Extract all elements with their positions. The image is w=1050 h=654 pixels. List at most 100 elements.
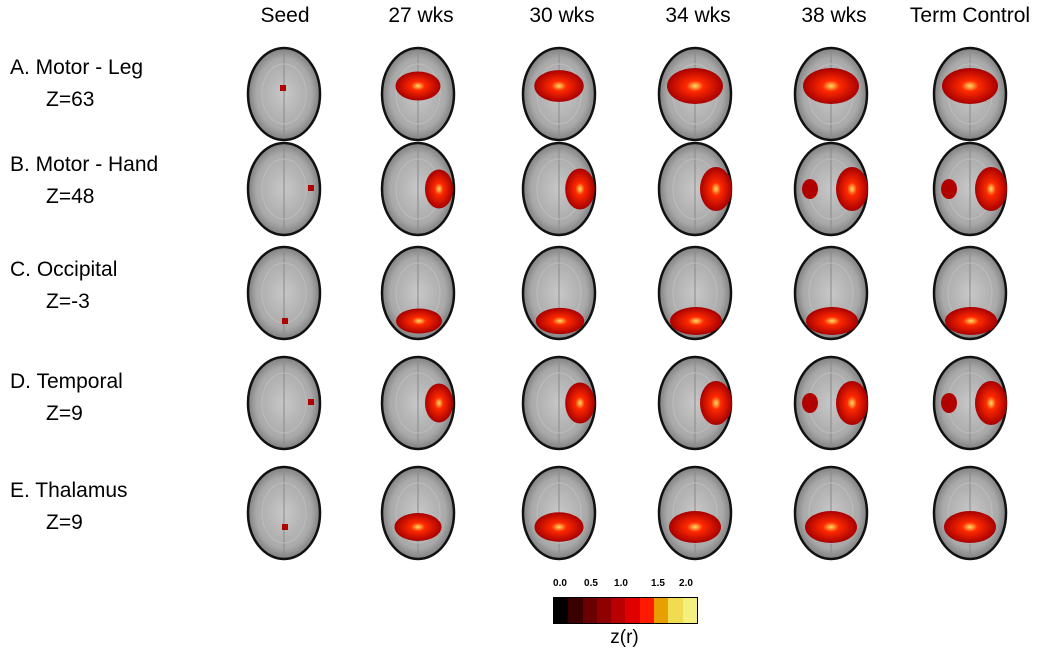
brain-panel	[925, 133, 1015, 243]
brain-panel	[650, 237, 740, 347]
activation-region	[395, 71, 441, 101]
row-label-occipital: C. Occipital Z=-3	[10, 254, 117, 318]
row-title: A. Motor - Leg	[10, 56, 144, 79]
brain-panel	[514, 133, 604, 243]
colorbar-tick: 1.0	[614, 578, 628, 589]
colorbar-swatch	[639, 598, 655, 623]
colorbar-swatch	[554, 598, 569, 623]
colorbar-swatch	[596, 598, 612, 623]
activation-region	[670, 307, 722, 335]
brain-panel	[239, 237, 329, 347]
column-header-term-control: Term Control	[909, 4, 1031, 27]
activation-region	[394, 513, 442, 541]
brain-panel	[925, 457, 1015, 567]
activation-region	[534, 70, 584, 102]
activation-region	[836, 167, 868, 211]
brain-panel	[373, 347, 463, 457]
colorbar-swatch	[611, 598, 626, 623]
seed-marker	[280, 85, 286, 91]
activation-region	[396, 308, 442, 334]
brain-panel	[925, 38, 1015, 148]
colorbar-label: z(r)	[610, 627, 639, 648]
column-header-34wks: 34 wks	[665, 4, 731, 27]
colorbar-tick: 0.5	[584, 578, 598, 589]
brain-panel	[786, 347, 876, 457]
row-label-temporal: D. Temporal Z=9	[10, 366, 123, 430]
brain-panel	[239, 133, 329, 243]
brain-panel	[786, 237, 876, 347]
row-title: E. Thalamus	[10, 479, 128, 502]
activation-region	[941, 179, 957, 199]
column-header-27wks: 27 wks	[388, 4, 454, 27]
brain-panel	[786, 38, 876, 148]
activation-region	[805, 511, 857, 543]
row-z-value: Z=48	[46, 185, 95, 208]
seed-marker	[282, 524, 288, 530]
seed-marker	[308, 185, 314, 191]
activation-region	[802, 393, 818, 413]
row-label-motor-hand: B. Motor - Hand Z=48	[10, 149, 158, 213]
column-header-38wks: 38 wks	[801, 4, 867, 27]
row-title: B. Motor - Hand	[10, 153, 159, 176]
activation-region	[535, 307, 585, 335]
activation-region	[806, 307, 858, 335]
row-z-value: Z=-3	[46, 290, 90, 313]
seed-marker	[308, 399, 314, 405]
brain-panel	[514, 237, 604, 347]
activation-region	[975, 381, 1007, 425]
colorbar-tick: 2.0	[679, 578, 693, 589]
colorbar-tick: 0.0	[553, 578, 567, 589]
row-z-value: Z=9	[46, 511, 83, 534]
column-header-30wks: 30 wks	[529, 4, 595, 27]
colorbar-gradient	[553, 597, 698, 624]
activation-region	[836, 381, 868, 425]
activation-region	[975, 167, 1007, 211]
brain-panel	[373, 38, 463, 148]
brain-panel	[373, 237, 463, 347]
brain-panel	[925, 347, 1015, 457]
activation-region	[945, 307, 997, 335]
activation-region	[944, 511, 996, 543]
colorbar-swatch	[568, 598, 583, 623]
brain-panel	[650, 133, 740, 243]
brain-panel	[514, 38, 604, 148]
activation-region	[802, 179, 818, 199]
brain-panel	[925, 237, 1015, 347]
activation-region	[425, 383, 453, 423]
brain-panel	[239, 347, 329, 457]
activation-region	[700, 167, 732, 211]
activation-region	[425, 169, 453, 209]
activation-region	[534, 512, 584, 542]
row-label-motor-leg: A. Motor - Leg Z=63	[10, 52, 143, 116]
brain-panel	[786, 133, 876, 243]
brain-panel	[514, 347, 604, 457]
activation-region	[667, 68, 723, 104]
colorbar-swatch	[668, 598, 683, 623]
activation-region	[565, 168, 595, 210]
row-label-thalamus: E. Thalamus Z=9	[10, 475, 128, 539]
colorbar-tick: 1.5	[651, 578, 665, 589]
brain-panel	[650, 347, 740, 457]
brain-panel	[373, 457, 463, 567]
colorbar-swatch	[682, 598, 697, 623]
brain-panel	[514, 457, 604, 567]
activation-region	[941, 393, 957, 413]
brain-panel	[650, 457, 740, 567]
column-header-seed: Seed	[260, 4, 310, 27]
brain-panel	[239, 38, 329, 148]
activation-region	[803, 68, 859, 104]
row-z-value: Z=9	[46, 402, 83, 425]
colorbar-swatch	[582, 598, 597, 623]
brain-panel	[373, 133, 463, 243]
brain-panel	[786, 457, 876, 567]
row-title: C. Occipital	[10, 258, 118, 281]
colorbar-swatch	[654, 598, 669, 623]
activation-region	[700, 381, 732, 425]
activation-region	[669, 511, 721, 543]
row-z-value: Z=63	[46, 88, 95, 111]
brain-panel	[650, 38, 740, 148]
brain-panel	[239, 457, 329, 567]
activation-region	[942, 68, 998, 104]
activation-region	[565, 382, 595, 424]
row-title: D. Temporal	[10, 370, 123, 393]
